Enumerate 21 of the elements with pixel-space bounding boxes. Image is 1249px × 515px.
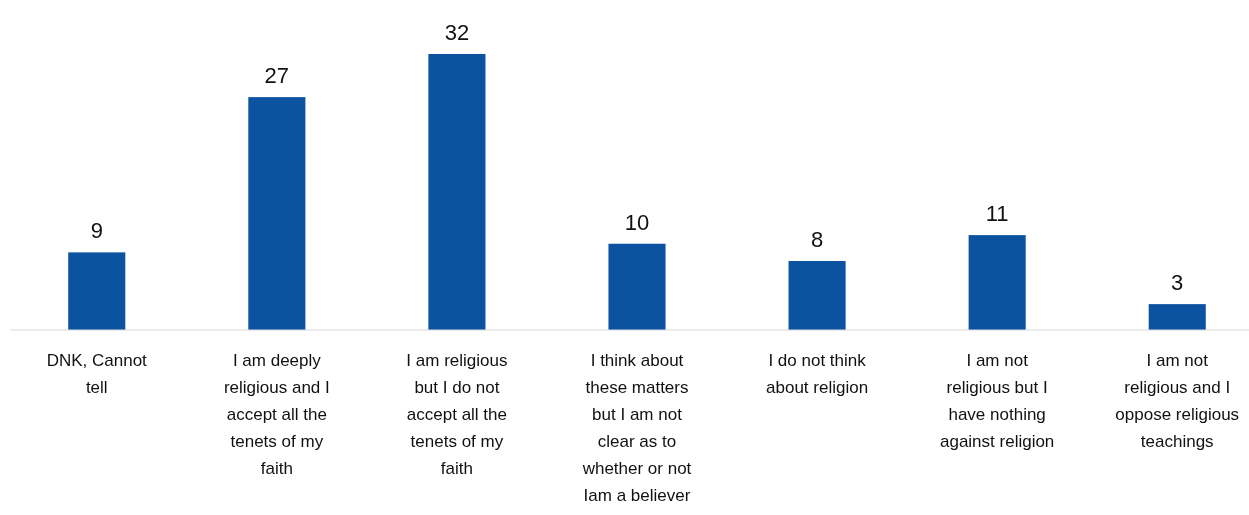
bar <box>68 252 126 330</box>
data-label: 8 <box>810 227 824 252</box>
x-tick-label: I am not religious and I oppose religious teachings <box>1115 351 1240 451</box>
data-label: 3 <box>1171 270 1184 296</box>
bar <box>608 243 666 330</box>
bar <box>788 261 846 330</box>
bar <box>248 97 306 330</box>
data-label: 32 <box>444 20 470 45</box>
bar <box>968 235 1026 330</box>
data-label: 11 <box>985 201 1009 227</box>
x-tick-label: I am religious but I do not accept all the tenets of my faith <box>406 351 508 478</box>
x-tick-label: DNK, Cannot tell <box>46 351 148 397</box>
x-tick-label: I do not think about religion <box>766 351 869 397</box>
x-tick-label: I think about these matters but I am not clear as to whether or not Iam a believer <box>581 351 692 505</box>
data-label: 10 <box>624 209 650 235</box>
bar <box>1148 304 1206 330</box>
data-label: 27 <box>264 63 290 89</box>
data-label: 9 <box>90 218 103 244</box>
x-tick-label: I am not religious but I have nothing against religion <box>939 351 1055 451</box>
x-tick-label: I am deeply religious and I accept all the tenets of my faith <box>223 351 330 478</box>
bar <box>428 54 486 330</box>
